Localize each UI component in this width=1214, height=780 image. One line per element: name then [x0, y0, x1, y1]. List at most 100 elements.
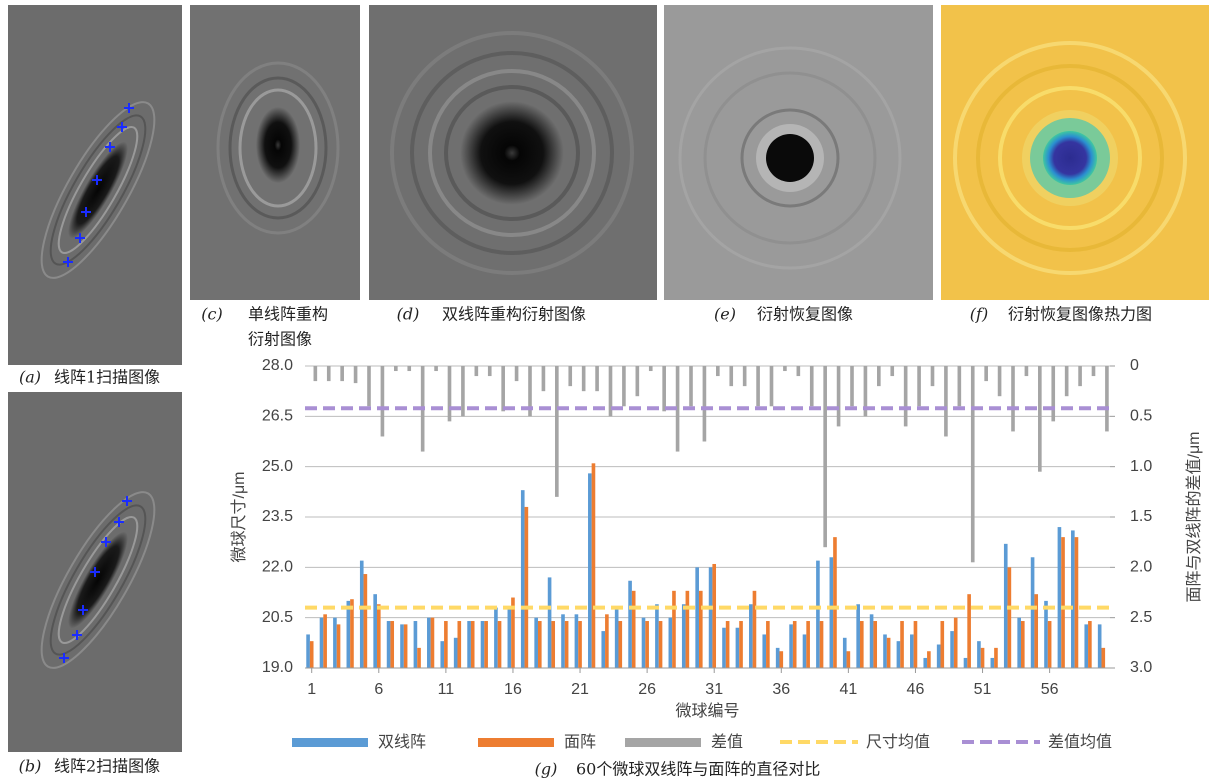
panel-caption: 双线阵重构衍射图像 [442, 305, 586, 324]
bar [997, 366, 1002, 397]
x-tick-label: 1 [307, 681, 316, 698]
legend-label: 面阵 [564, 733, 596, 751]
bar [524, 506, 529, 668]
bar [520, 490, 525, 668]
bar [400, 624, 404, 668]
bar [850, 366, 854, 407]
bar [739, 621, 743, 668]
bar [990, 657, 995, 668]
panel-caption: 线阵1扫描图像 [54, 368, 160, 387]
bar [588, 473, 592, 668]
bar [883, 634, 887, 668]
bar [340, 366, 344, 382]
bar [712, 563, 717, 668]
bar [672, 590, 676, 668]
bar [1011, 366, 1015, 432]
legend-label: 差值 [711, 733, 743, 751]
bar [953, 617, 958, 668]
bar [967, 594, 971, 668]
bar [775, 647, 780, 668]
bar [957, 366, 962, 407]
bar [779, 651, 784, 668]
bar [655, 604, 659, 668]
bar [783, 366, 787, 372]
bar [1091, 366, 1096, 377]
y2-tick-label: 0 [1130, 357, 1139, 374]
bar [480, 621, 485, 668]
bar [457, 621, 462, 668]
bar [792, 621, 797, 668]
bar [561, 614, 565, 668]
bar [555, 366, 559, 497]
bar [407, 366, 412, 372]
bar [461, 366, 465, 417]
bar [534, 617, 538, 668]
bar [940, 621, 945, 668]
x-tick-label: 31 [705, 681, 723, 698]
bar [698, 590, 703, 668]
x-tick-label: 6 [374, 681, 383, 698]
bar [386, 621, 391, 668]
bar [681, 604, 686, 668]
bar [319, 617, 324, 668]
bar [917, 366, 921, 407]
bar [336, 624, 341, 668]
bar [1061, 537, 1065, 668]
bar [859, 621, 864, 668]
bar [950, 631, 954, 668]
y2-tick-label: 1.0 [1130, 458, 1152, 475]
bar [403, 624, 408, 668]
bar [390, 621, 395, 668]
y-tick-label: 19.0 [262, 659, 293, 676]
y-axis-title: 微球尺寸/μm [230, 472, 248, 563]
bar [537, 621, 542, 668]
bar [453, 637, 458, 668]
bar [896, 641, 901, 668]
bar [1084, 624, 1089, 668]
y-tick-label: 28.0 [262, 357, 293, 374]
panel-tag: (a) [19, 368, 41, 387]
bar [447, 366, 452, 422]
bar [367, 366, 371, 407]
bar [802, 634, 807, 668]
bar [547, 577, 552, 668]
panel-caption: 衍射恢复图像热力图 [1008, 305, 1152, 324]
bar [769, 366, 774, 407]
y-tick-label: 25.0 [262, 458, 293, 475]
bar [980, 647, 985, 668]
x-tick-label: 41 [839, 681, 857, 698]
bar [890, 366, 895, 377]
x-tick-label: 51 [974, 681, 992, 698]
bar [373, 594, 377, 668]
bar [963, 657, 968, 668]
bar [467, 621, 471, 668]
bar [1038, 366, 1042, 472]
bar [444, 621, 448, 668]
panel-tag: (c) [201, 305, 222, 324]
bar [608, 366, 613, 417]
bar [359, 560, 364, 668]
bar [762, 634, 767, 668]
bar [635, 366, 640, 397]
bar [1047, 621, 1052, 668]
bar [618, 621, 623, 668]
y-tick-label: 20.5 [262, 609, 293, 626]
bar [434, 366, 438, 372]
bar [863, 366, 868, 417]
bar [501, 366, 505, 412]
bar [645, 621, 649, 668]
bar [394, 366, 398, 372]
bar [662, 366, 666, 412]
y-tick-label: 23.5 [262, 508, 293, 525]
bar [551, 621, 556, 668]
bar [380, 366, 385, 437]
bar [1057, 527, 1062, 668]
x-tick-label: 11 [438, 681, 455, 698]
y2-tick-label: 2.5 [1130, 609, 1152, 626]
bar [977, 641, 981, 668]
panel-caption: 线阵2扫描图像 [54, 757, 160, 776]
bar [886, 637, 891, 668]
bar [1030, 557, 1035, 668]
bar [708, 567, 713, 668]
bar [1088, 621, 1092, 668]
